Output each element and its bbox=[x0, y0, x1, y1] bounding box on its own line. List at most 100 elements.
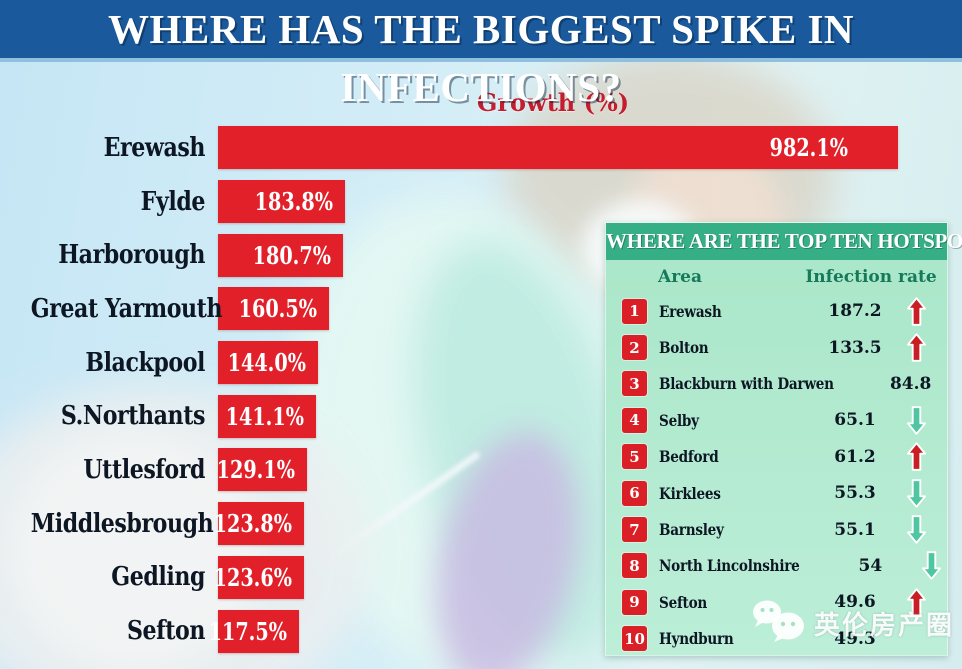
bar-row: Great Yarmouth 160.5% bbox=[0, 282, 962, 336]
trend-arrow bbox=[901, 296, 931, 326]
trend-arrow bbox=[901, 515, 931, 544]
bar-category-label: Uttlesford bbox=[83, 454, 205, 485]
trend-arrow bbox=[957, 369, 962, 398]
area-name: Erewash bbox=[659, 301, 722, 321]
growth-bar: 183.8% bbox=[218, 180, 345, 224]
bar-value-label: 141.1% bbox=[225, 401, 304, 431]
infection-rate-value: 65.1 bbox=[834, 410, 876, 431]
hotspot-row: 9 Sefton 49.6 bbox=[606, 584, 947, 620]
area-name: Sefton bbox=[659, 592, 708, 612]
hotspot-row: 3 Blackburn with Darwen 84.8 bbox=[606, 366, 947, 402]
wechat-icon bbox=[752, 598, 808, 648]
rank-badge: 2 bbox=[622, 335, 647, 361]
bar-value-label: 180.7% bbox=[252, 240, 331, 270]
bar-category-label: Middlesbrough bbox=[30, 508, 214, 539]
trend-arrow bbox=[901, 442, 931, 471]
area-name: Selby bbox=[659, 410, 699, 430]
growth-bar: 129.1% bbox=[216, 448, 307, 492]
area-name: Kirklees bbox=[659, 483, 721, 503]
header-banner: WHERE HAS THE BIGGEST SPIKE IN INFECTION… bbox=[0, 0, 962, 110]
bar-row: S.Northants 141.1% bbox=[0, 389, 962, 443]
hotspots-title: WHERE ARE THE TOP TEN HOTSPOTS? bbox=[606, 223, 962, 260]
area-name: Bedford bbox=[659, 447, 719, 467]
growth-bar: 123.6% bbox=[214, 555, 304, 599]
bar-value-label: 183.8% bbox=[254, 187, 333, 217]
hotspot-row: 10 Hyndburn 49.3 bbox=[606, 621, 947, 657]
growth-bar: 123.8% bbox=[214, 502, 304, 546]
bar-row: Harborough 180.7% bbox=[0, 228, 962, 282]
infection-rate-value: 55.3 bbox=[834, 483, 876, 504]
bar-value-label: 123.8% bbox=[213, 509, 292, 539]
hotspot-row: 4 Selby 65.1 bbox=[606, 402, 947, 438]
rank-badge: 6 bbox=[622, 480, 647, 506]
infection-rate-value: 61.2 bbox=[834, 446, 876, 467]
growth-bar: 144.0% bbox=[218, 341, 318, 385]
bar-category-label: Erewash bbox=[103, 132, 206, 163]
rank-badge: 10 bbox=[622, 626, 647, 652]
area-name: Barnsley bbox=[659, 520, 724, 540]
infection-rate-value: 84.8 bbox=[889, 373, 932, 394]
bar-category-label: Sefton bbox=[126, 616, 205, 647]
growth-bar: 141.1% bbox=[218, 394, 316, 438]
growth-bar: 982.1% bbox=[218, 126, 898, 170]
trend-arrow bbox=[916, 551, 946, 581]
rank-badge: 5 bbox=[622, 444, 647, 470]
column-header-infection-rate: Infection rate bbox=[805, 266, 937, 287]
column-header-area: Area bbox=[658, 266, 702, 287]
bar-category-label: Great Yarmouth bbox=[30, 293, 223, 324]
bar-row: Uttlesford 129.1% bbox=[0, 443, 962, 497]
area-name: Blackburn with Darwen bbox=[659, 374, 834, 394]
hotspot-row: 1 Erewash 187.2 bbox=[606, 293, 947, 329]
bar-row: Middlesbrough 123.8% bbox=[0, 497, 962, 551]
bar-row: Fylde 183.8% bbox=[0, 175, 962, 229]
bar-value-label: 144.0% bbox=[227, 348, 306, 378]
bar-category-label: S.Northants bbox=[60, 401, 206, 432]
hotspot-row: 6 Kirklees 55.3 bbox=[606, 475, 947, 511]
infection-rate-value: 49.6 bbox=[834, 592, 876, 613]
area-name: Hyndburn bbox=[659, 629, 734, 649]
bar-value-label: 160.5% bbox=[238, 294, 317, 324]
bar-category-label: Fylde bbox=[140, 186, 206, 217]
trend-arrow bbox=[901, 333, 931, 362]
infection-rate-value: 54 bbox=[858, 555, 883, 576]
infection-rate-value: 187.2 bbox=[828, 301, 882, 322]
area-name: Bolton bbox=[659, 338, 709, 358]
bar-value-label: 982.1% bbox=[769, 133, 848, 163]
infection-rate-value: 55.1 bbox=[834, 519, 876, 540]
page-title: WHERE HAS THE BIGGEST SPIKE IN INFECTION… bbox=[107, 6, 855, 110]
bar-category-label: Gedling bbox=[111, 562, 205, 593]
hotspot-row: 2 Bolton 133.5 bbox=[606, 329, 947, 365]
rank-badge: 4 bbox=[622, 407, 647, 433]
bar-value-label: 123.6% bbox=[213, 562, 292, 592]
growth-bar: 117.5% bbox=[209, 609, 299, 653]
rank-badge: 3 bbox=[622, 371, 647, 397]
rank-badge: 1 bbox=[622, 298, 647, 324]
area-name: North Lincolnshire bbox=[659, 556, 800, 576]
bar-row: Gedling 123.6% bbox=[0, 551, 962, 605]
bar-category-label: Harborough bbox=[58, 240, 205, 271]
bar-value-label: 129.1% bbox=[216, 455, 295, 485]
growth-chart: Erewash 982.1% Fylde 183.8% Harborough 1… bbox=[0, 121, 962, 658]
hotspots-table: WHERE ARE THE TOP TEN HOTSPOTS? Area Inf… bbox=[605, 222, 962, 657]
bar-row: Erewash 982.1% bbox=[0, 121, 962, 175]
hotspots-column-headers: Area Infection rate bbox=[606, 260, 947, 293]
growth-bar: 160.5% bbox=[218, 287, 329, 331]
watermark: 英伦房产圈 bbox=[752, 598, 954, 648]
trend-arrow bbox=[901, 588, 931, 617]
bar-category-label: Blackpool bbox=[85, 347, 205, 378]
hotspot-row: 7 Barnsley 55.1 bbox=[606, 511, 947, 547]
bar-row: Sefton 117.5% bbox=[0, 604, 962, 658]
rank-badge: 9 bbox=[622, 589, 647, 615]
infection-rate-value: 49.3 bbox=[834, 628, 876, 649]
infection-rate-value: 133.5 bbox=[828, 337, 882, 358]
rank-badge: 8 bbox=[622, 553, 647, 579]
hotspots-rows: 1 Erewash 187.2 2 Bolton 133.5 3 Blackbu… bbox=[606, 293, 947, 657]
growth-bar: 180.7% bbox=[218, 233, 343, 277]
trend-arrow bbox=[901, 406, 931, 435]
hotspot-row: 8 North Lincolnshire 54 bbox=[606, 548, 947, 584]
bar-row: Blackpool 144.0% bbox=[0, 336, 962, 390]
watermark-text: 英伦房产圈 bbox=[814, 610, 955, 641]
bar-value-label: 117.5% bbox=[208, 616, 287, 646]
chart-axis-title: Growth (%) bbox=[476, 88, 630, 117]
